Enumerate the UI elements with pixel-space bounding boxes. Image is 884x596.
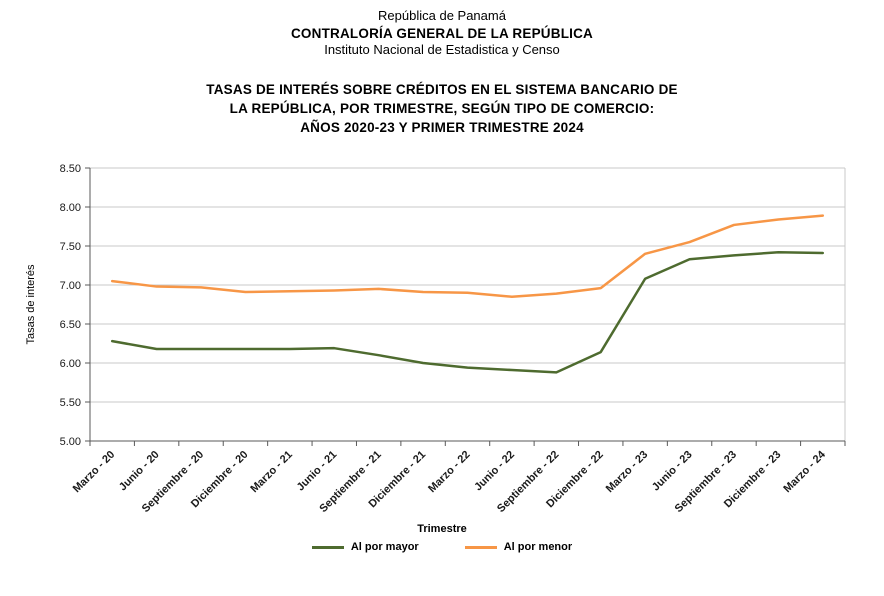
chart-title: TASAS DE INTERÉS SOBRE CRÉDITOS EN EL SI…	[0, 81, 884, 138]
y-tick-label: 5.50	[60, 397, 81, 409]
y-tick-label: 8.00	[60, 202, 81, 214]
chart-title-line3: AÑOS 2020-23 Y PRIMER TRIMESTRE 2024	[300, 120, 584, 136]
x-tick-label: Junio - 20	[117, 449, 162, 494]
legend-item-al-por-menor: Al por menor	[464, 541, 573, 553]
y-tick-label: 7.00	[60, 280, 81, 292]
legend-label-al-por-mayor: Al por mayor	[350, 541, 419, 553]
y-tick-label: 7.50	[60, 241, 81, 253]
series-line-al-por-mayor	[110, 250, 825, 374]
chart-area: 5.00 5.50 6.00 6.50 7.00 7.50 8.00 8.50 Marzo - …	[0, 146, 884, 523]
x-tick-label: Marzo - 21	[248, 449, 295, 496]
legend-label-al-por-menor: Al por menor	[503, 541, 573, 553]
interest-rates-line-chart: 5.00 5.50 6.00 6.50 7.00 7.50 8.00 8.50 Marzo - …	[25, 163, 846, 515]
y-tick-label: 8.50	[60, 163, 81, 175]
y-tick-label: 6.50	[60, 319, 81, 331]
y-tick-label: 6.00	[60, 358, 81, 370]
x-tick-label: Marzo - 20	[71, 449, 118, 496]
chart-title-line1: TASAS DE INTERÉS SOBRE CRÉDITOS EN EL SI…	[206, 82, 678, 98]
x-tick-label: Junio - 22	[472, 449, 517, 494]
legend-swatch-al-por-menor	[464, 545, 497, 549]
legend-item-al-por-mayor: Al por mayor	[311, 541, 419, 553]
y-tick-label: 5.00	[60, 436, 81, 448]
chart-legend: Al por mayor Al por menor	[0, 541, 884, 553]
series-line-al-por-menor	[110, 214, 825, 298]
x-tick-label: Marzo - 22	[426, 449, 473, 496]
x-axis-title: Trimestre	[417, 523, 467, 535]
y-axis-title: Tasas de interés	[25, 264, 37, 345]
department-name: Instituto Nacional de Estadistica y Cens…	[324, 42, 560, 58]
document-header: República de Panamá CONTRALORÍA GENERAL …	[0, 0, 884, 59]
x-tick-label: Junio - 23	[650, 449, 695, 494]
country-name: República de Panamá	[378, 8, 506, 23]
x-tick-label: Junio - 21	[295, 449, 340, 494]
x-tick-label: Marzo - 24	[781, 448, 828, 495]
chart-title-line2: LA REPÚBLICA, POR TRIMESTRE, SEGÚN TIPO …	[229, 101, 655, 117]
x-tick-label: Marzo - 23	[604, 449, 651, 496]
legend-swatch-al-por-mayor	[311, 545, 344, 549]
institution-name: CONTRALORÍA GENERAL DE LA REPÚBLICA	[290, 25, 593, 41]
